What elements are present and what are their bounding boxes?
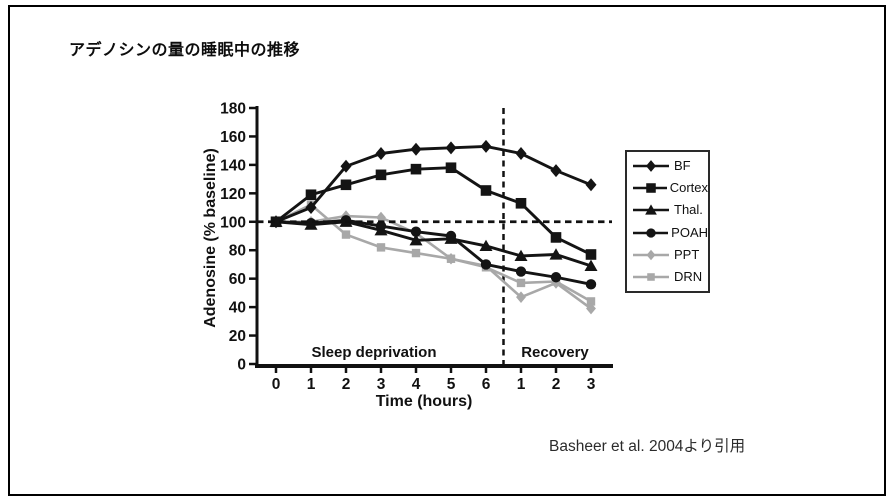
legend-marker-drn xyxy=(633,273,669,281)
legend-diamond-icon xyxy=(646,249,656,260)
legend-marker-poah xyxy=(633,227,669,238)
legend-item-drn: DRN xyxy=(631,269,708,285)
legend-label: POAH xyxy=(671,224,708,240)
legend-marker-bf xyxy=(633,160,669,172)
citation: Basheer et al. 2004より引用 xyxy=(549,438,746,455)
y-axis-title: Adenosine (% baseline) xyxy=(202,148,219,328)
legend-square-icon xyxy=(647,273,655,281)
legend-diamond-icon xyxy=(646,160,656,172)
x-axis-title: Time (hours) xyxy=(375,393,473,410)
legend-label: Thal. xyxy=(674,202,703,218)
legend-circle-icon xyxy=(646,227,656,238)
legend-triangle-icon xyxy=(645,204,657,215)
phase-label-recovery: Recovery xyxy=(521,344,589,361)
legend-marker-cortex xyxy=(633,183,667,194)
slide-border xyxy=(8,5,886,496)
legend-label: PPT xyxy=(674,246,700,262)
legend-item-cortex: Cortex xyxy=(631,180,708,196)
legend-item-ppt: PPT xyxy=(631,247,708,263)
phase-label-sleep-deprivation: Sleep deprivation xyxy=(311,344,437,361)
legend-item-thal: Thal. xyxy=(631,202,708,218)
legend-item-bf: BF xyxy=(631,158,708,174)
slide-title: アデノシンの量の睡眠中の推移 xyxy=(69,42,301,59)
chart-legend: BF Cortex Thal. POAH PPT DRN xyxy=(625,150,710,293)
legend-item-poah: POAH xyxy=(631,225,708,241)
legend-label: BF xyxy=(674,158,691,174)
legend-marker-ppt xyxy=(633,249,669,260)
legend-square-icon xyxy=(646,183,656,194)
legend-label: Cortex xyxy=(669,180,708,196)
legend-marker-thal xyxy=(633,204,669,215)
legend-label: DRN xyxy=(674,268,703,284)
